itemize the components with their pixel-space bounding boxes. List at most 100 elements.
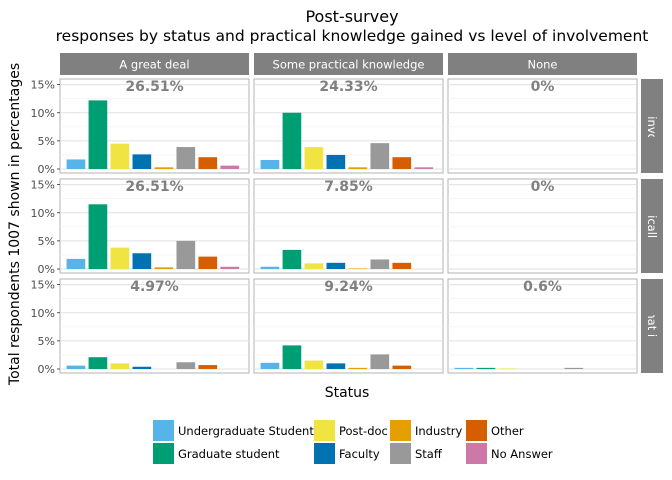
legend-label: Other bbox=[491, 424, 524, 438]
facet-panel: 26.51% 0% 5% 10% 15% bbox=[31, 178, 250, 276]
legend-label: Industry bbox=[415, 424, 462, 438]
legend: Undergraduate Student Graduate student Pos… bbox=[153, 420, 553, 464]
bar-no-answer bbox=[220, 165, 240, 169]
row-strip-label: Very involved bbox=[645, 87, 659, 165]
bar-other bbox=[198, 256, 218, 269]
legend-swatch bbox=[390, 443, 411, 464]
bar-other bbox=[392, 157, 412, 169]
row-strip-label: Enthusiastically involved bbox=[645, 155, 659, 298]
panel-total-label: 24.33% bbox=[319, 79, 377, 95]
bar-graduate-student bbox=[88, 100, 108, 169]
panel-total-label: 7.85% bbox=[324, 179, 373, 195]
row-strip: Enthusiastically involved bbox=[641, 155, 663, 298]
y-tick-label: 0% bbox=[38, 263, 55, 276]
legend-item: No Answer bbox=[466, 443, 553, 464]
legend-item: Post-doc bbox=[314, 420, 388, 441]
bar-undergraduate-student bbox=[66, 159, 86, 169]
legend-item: Staff bbox=[390, 443, 443, 464]
legend-label: Post-doc bbox=[339, 424, 388, 438]
legend-item: Other bbox=[466, 420, 524, 441]
bar-post-doc bbox=[110, 363, 130, 369]
legend-item: Undergraduate Student bbox=[153, 420, 314, 441]
bar-other bbox=[198, 365, 218, 369]
legend-label: No Answer bbox=[491, 447, 553, 461]
bar-undergraduate-student bbox=[66, 258, 86, 269]
bar-other bbox=[198, 157, 218, 169]
bar-graduate-student bbox=[282, 345, 302, 369]
legend-item: Faculty bbox=[314, 443, 380, 464]
column-strip: Some practical knowledge bbox=[254, 53, 443, 75]
bar-undergraduate-student bbox=[260, 266, 280, 269]
column-strip: A great deal bbox=[60, 53, 249, 75]
panel-total-label: 4.97% bbox=[130, 279, 179, 295]
legend-label: Faculty bbox=[339, 447, 380, 461]
panel-grid: A great deal Some practical knowledge None… bbox=[31, 53, 663, 382]
bar-post-doc bbox=[304, 263, 324, 269]
facet-panel: 4.97% 0% 5% 10% 15% bbox=[31, 278, 250, 376]
legend-swatch bbox=[314, 420, 335, 441]
legend-item: Industry bbox=[390, 420, 462, 441]
facet-panel: 0% bbox=[447, 178, 638, 274]
bar-industry bbox=[154, 267, 174, 269]
legend-item: Graduate student bbox=[153, 443, 280, 464]
bar-faculty bbox=[132, 154, 152, 169]
bar-staff bbox=[564, 367, 584, 369]
bar-graduate-student bbox=[476, 367, 496, 369]
panel-total-label: 26.51% bbox=[125, 179, 183, 195]
bar-post-doc bbox=[110, 247, 130, 269]
panel-total-label: 0% bbox=[531, 79, 555, 95]
bar-faculty bbox=[326, 363, 346, 369]
panel-total-label: 26.51% bbox=[125, 79, 183, 95]
legend-label: Graduate student bbox=[178, 447, 280, 461]
bar-post-doc bbox=[110, 143, 130, 169]
y-tick-label: 10% bbox=[31, 307, 55, 320]
legend-swatch bbox=[314, 443, 335, 464]
facet-panel: 26.51% 0% 5% 10% 15% bbox=[31, 78, 250, 176]
x-axis-label: Status bbox=[325, 385, 370, 401]
legend-label: Undergraduate Student bbox=[178, 424, 314, 438]
bar-graduate-student bbox=[88, 204, 108, 269]
bar-staff bbox=[176, 362, 196, 369]
y-tick-label: 10% bbox=[31, 107, 55, 120]
y-axis-label: Total respondents 1007 shown in percenta… bbox=[7, 63, 23, 386]
bar-undergraduate-student bbox=[454, 367, 474, 369]
legend-swatch bbox=[466, 420, 487, 441]
y-tick-label: 0% bbox=[38, 363, 55, 376]
column-strip-label: Some practical knowledge bbox=[273, 58, 425, 72]
bar-industry bbox=[154, 167, 174, 169]
panel-total-label: 0.6% bbox=[523, 279, 562, 295]
bar-industry bbox=[348, 167, 368, 169]
panel-total-label: 9.24% bbox=[324, 279, 373, 295]
bar-no-answer bbox=[220, 266, 240, 269]
bar-graduate-student bbox=[88, 357, 108, 369]
chart-title-line2: responses by status and practical knowle… bbox=[56, 27, 649, 45]
legend-swatch bbox=[466, 443, 487, 464]
y-tick-label: 5% bbox=[38, 135, 55, 148]
bar-other bbox=[392, 262, 412, 269]
bar-no-answer bbox=[414, 167, 434, 169]
chart-title-line1: Post-survey bbox=[305, 7, 398, 26]
bar-staff bbox=[370, 259, 390, 269]
y-tick-label: 5% bbox=[38, 235, 55, 248]
bar-undergraduate-student bbox=[260, 160, 280, 169]
facet-panel: 7.85% bbox=[253, 178, 444, 274]
bar-graduate-student bbox=[282, 249, 302, 269]
bar-undergraduate-student bbox=[66, 365, 86, 369]
bar-staff bbox=[176, 147, 196, 169]
bar-post-doc bbox=[304, 147, 324, 169]
y-tick-label: 15% bbox=[31, 279, 55, 292]
y-tick-label: 10% bbox=[31, 207, 55, 220]
bar-faculty bbox=[132, 366, 152, 369]
bar-faculty bbox=[326, 262, 346, 269]
legend-swatch bbox=[153, 420, 174, 441]
facet-panel: 0% bbox=[447, 78, 638, 174]
row-strip: Somewhat involved bbox=[641, 269, 663, 382]
bar-staff bbox=[370, 354, 390, 369]
y-tick-label: 0% bbox=[38, 163, 55, 176]
column-strip-label: A great deal bbox=[119, 58, 189, 72]
bar-industry bbox=[348, 367, 368, 369]
row-strip-label: Somewhat involved bbox=[645, 269, 659, 382]
bar-post-doc bbox=[304, 360, 324, 369]
bar-undergraduate-student bbox=[260, 362, 280, 369]
